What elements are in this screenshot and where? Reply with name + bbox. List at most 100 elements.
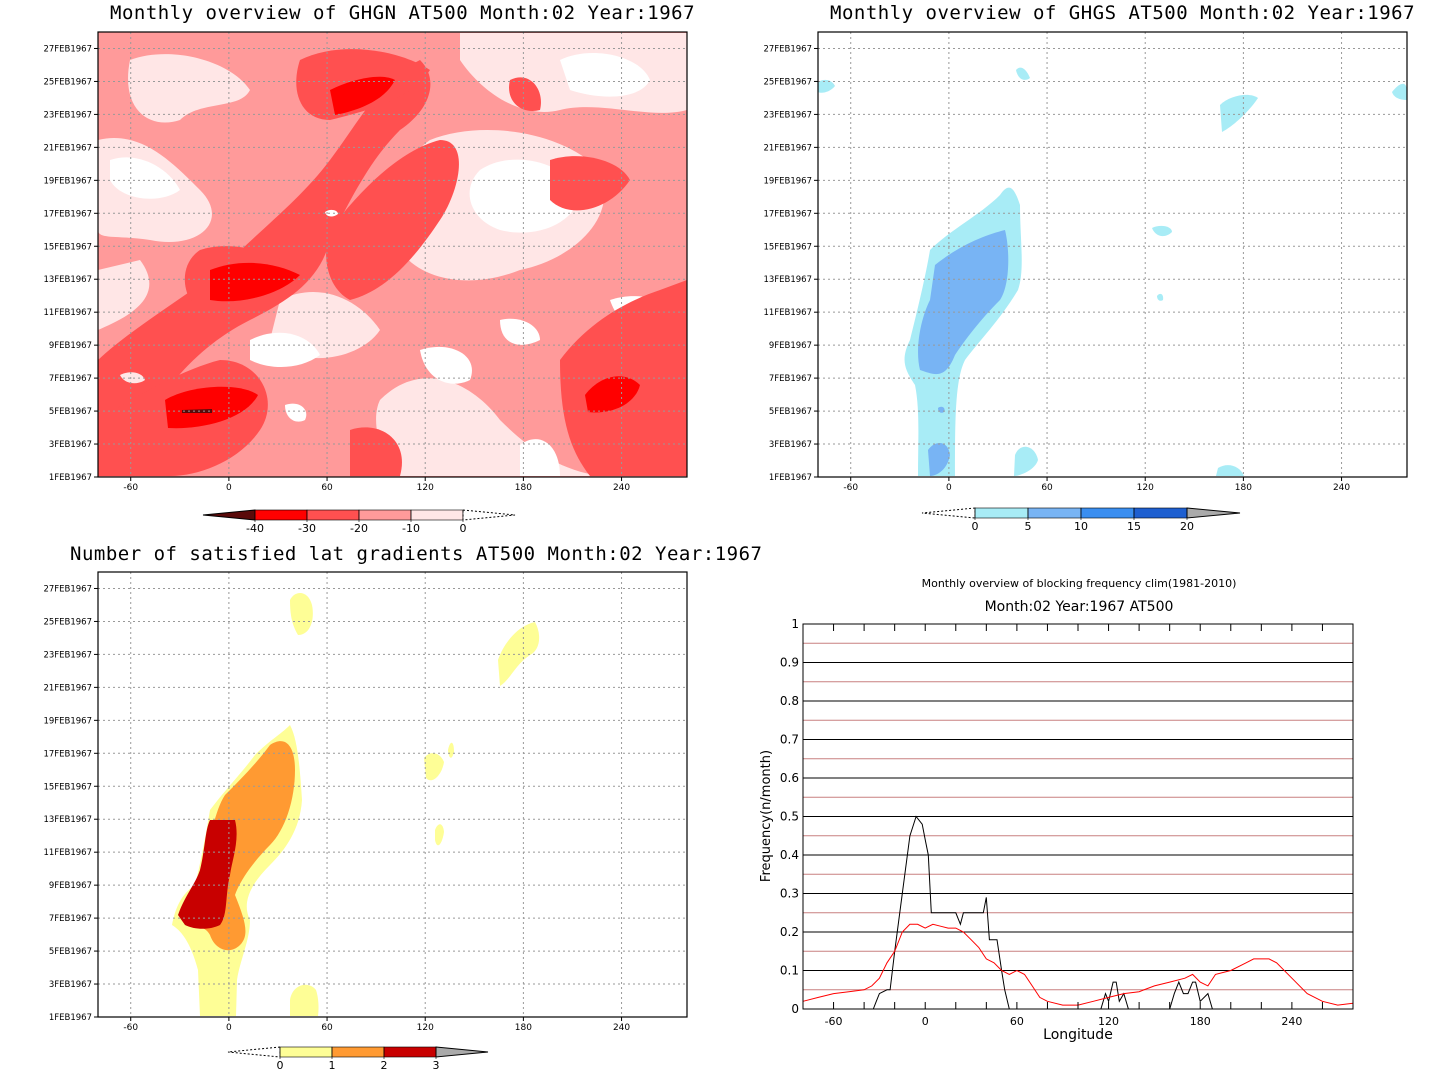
ghgn-yticks: 1FEB1967 3FEB1967 5FEB1967 7FEB1967 9FEB1967… bbox=[43, 44, 98, 483]
freq-series-line-red bbox=[802, 923, 1354, 1006]
ghgs-ytick-label: 21FEB1967 bbox=[763, 143, 812, 153]
freq-xtick-label: 120 bbox=[1098, 1015, 1119, 1028]
ghgs-title: Monthly overview of GHGS AT500 Month:02 … bbox=[830, 2, 1416, 24]
ghgn-ytick-label: 9FEB1967 bbox=[49, 341, 92, 351]
grad-ytick-label: 17FEB1967 bbox=[43, 749, 92, 759]
grad-xtick-label: 60 bbox=[321, 1023, 333, 1033]
panel-ghgn: Monthly overview of GHGN AT500 Month:02 … bbox=[0, 0, 720, 545]
ghgn-grid bbox=[98, 32, 687, 477]
grad-ytick-label: 25FEB1967 bbox=[43, 617, 92, 627]
ghgs-colorbar-label: 5 bbox=[1025, 520, 1032, 533]
freq-series-line-black bbox=[803, 815, 1353, 1010]
grad-field bbox=[98, 572, 687, 1017]
grad-ytick-label: 23FEB1967 bbox=[43, 650, 92, 660]
grad-ytick-label: 7FEB1967 bbox=[49, 914, 92, 924]
ghgs-colorbar-box bbox=[1133, 507, 1188, 519]
ghgs-yticks: 1FEB1967 3FEB1967 5FEB1967 7FEB1967 9FEB1967… bbox=[763, 44, 818, 483]
ghgs-ytick-label: 5FEB1967 bbox=[769, 407, 812, 417]
ghgs-colorbar-label: 15 bbox=[1127, 520, 1141, 533]
panel-ghgs: Monthly overview of GHGS AT500 Month:02 … bbox=[720, 0, 1440, 545]
ghgn-colorbar-box bbox=[410, 509, 464, 521]
grad-yticks: 1FEB1967 3FEB1967 5FEB1967 7FEB1967 9FEB1967… bbox=[43, 584, 98, 1023]
grad-frame bbox=[97, 571, 688, 1018]
freq-ytick-label: 0.7 bbox=[780, 733, 799, 747]
ghgs-xtick-label: 240 bbox=[1333, 483, 1350, 493]
freq-xticks: -60 0 60 120 180 240 bbox=[802, 624, 1354, 1028]
ghgs-colorbar-box bbox=[1027, 507, 1082, 519]
ghgs-field bbox=[818, 32, 1407, 477]
ghgn-colorbar-end-left bbox=[202, 509, 256, 521]
freq-xtick-label: 0 bbox=[922, 1015, 929, 1028]
ghgs-xtick-label: 180 bbox=[1235, 483, 1252, 493]
ghgn-colorbar-label: -30 bbox=[298, 522, 316, 535]
ghgs-colorbar-label: 10 bbox=[1074, 520, 1088, 533]
ghgn-colorbar: -40 -30 -20 -10 0 bbox=[202, 509, 516, 535]
ghgn-field bbox=[98, 32, 687, 477]
grad-colorbar-label: 3 bbox=[433, 1059, 440, 1072]
ghgs-colorbar: 0 5 10 15 20 bbox=[921, 507, 1241, 533]
ghgn-colorbar-label: -40 bbox=[246, 522, 264, 535]
ghgn-colorbar-label: -20 bbox=[350, 522, 368, 535]
ghgs-grid bbox=[818, 32, 1407, 477]
grad-ytick-label: 9FEB1967 bbox=[49, 881, 92, 891]
ghgn-xticks: -60 0 60 120 180 240 bbox=[123, 477, 630, 493]
ghgs-ytick-label: 17FEB1967 bbox=[763, 209, 812, 219]
grad-xtick-label: 180 bbox=[515, 1023, 532, 1033]
grad-xtick-label: 120 bbox=[417, 1023, 434, 1033]
ghgn-xtick-label: 0 bbox=[226, 483, 232, 493]
ghgn-colorbar-label: 0 bbox=[460, 522, 467, 535]
ghgs-colorbar-label: 20 bbox=[1180, 520, 1194, 533]
grad-colorbar-end-right bbox=[435, 1046, 489, 1058]
panel-freq: Monthly overview of blocking frequency c… bbox=[720, 545, 1440, 1091]
grad-colorbar-label: 2 bbox=[381, 1059, 388, 1072]
panel-grad: Number of satisfied lat gradients AT500 … bbox=[0, 540, 762, 1091]
ghgn-colorbar-end-right bbox=[462, 509, 516, 521]
grad-xtick-label: -60 bbox=[123, 1023, 138, 1033]
ghgn-plot: 1FEB1967 3FEB1967 5FEB1967 7FEB1967 9FEB1967… bbox=[43, 31, 688, 535]
freq-ytick-label: 1 bbox=[791, 617, 799, 631]
ghgs-ytick-label: 15FEB1967 bbox=[763, 242, 812, 252]
freq-title: Monthly overview of blocking frequency c… bbox=[922, 577, 1237, 590]
ghgn-xtick-label: -60 bbox=[123, 483, 138, 493]
ghgn-ytick-label: 11FEB1967 bbox=[43, 308, 92, 318]
ghgs-colorbar-box bbox=[974, 507, 1029, 519]
freq-ytick-label: 0.4 bbox=[780, 848, 799, 862]
grad-title: Number of satisfied lat gradients AT500 … bbox=[70, 543, 763, 565]
freq-ytick-label: 0.3 bbox=[780, 887, 799, 901]
freq-ytick-label: 0.6 bbox=[780, 771, 799, 785]
grad-ytick-label: 15FEB1967 bbox=[43, 782, 92, 792]
ghgs-ytick-label: 1FEB1967 bbox=[769, 473, 812, 483]
grad-ytick-label: 13FEB1967 bbox=[43, 815, 92, 825]
ghgn-ytick-label: 27FEB1967 bbox=[43, 44, 92, 54]
ghgs-xtick-label: -60 bbox=[843, 483, 858, 493]
ghgs-ytick-label: 25FEB1967 bbox=[763, 77, 812, 87]
ghgn-ytick-label: 23FEB1967 bbox=[43, 110, 92, 120]
ghgn-ytick-label: 1FEB1967 bbox=[49, 473, 92, 483]
ghgn-ytick-label: 21FEB1967 bbox=[43, 143, 92, 153]
ghgn-ytick-label: 5FEB1967 bbox=[49, 407, 92, 417]
ghgn-frame bbox=[97, 31, 688, 478]
ghgs-xticks: -60 0 60 120 180 240 bbox=[843, 477, 1350, 493]
ghgn-ytick-label: 13FEB1967 bbox=[43, 275, 92, 285]
grad-ytick-label: 11FEB1967 bbox=[43, 848, 92, 858]
ghgs-plot: 1FEB1967 3FEB1967 5FEB1967 7FEB1967 9FEB1967… bbox=[763, 31, 1408, 533]
ghgn-xtick-label: 180 bbox=[515, 483, 532, 493]
ghgn-colorbar-box bbox=[306, 509, 360, 521]
ghgs-frame bbox=[817, 31, 1408, 478]
grad-ytick-label: 19FEB1967 bbox=[43, 716, 92, 726]
ghgs-ytick-label: 13FEB1967 bbox=[763, 275, 812, 285]
ghgn-ytick-label: 7FEB1967 bbox=[49, 374, 92, 384]
ghgs-ytick-label: 11FEB1967 bbox=[763, 308, 812, 318]
ghgs-ytick-label: 9FEB1967 bbox=[769, 341, 812, 351]
ghgn-xtick-label: 240 bbox=[613, 483, 630, 493]
grad-xtick-label: 240 bbox=[613, 1023, 630, 1033]
ghgs-ytick-label: 27FEB1967 bbox=[763, 44, 812, 54]
freq-ytick-label: 0.1 bbox=[780, 964, 799, 978]
grad-colorbar-label: 1 bbox=[329, 1059, 336, 1072]
ghgs-colorbar-box bbox=[1080, 507, 1135, 519]
ghgs-xtick-label: 60 bbox=[1041, 483, 1053, 493]
ghgs-ytick-label: 23FEB1967 bbox=[763, 110, 812, 120]
ghgs-colorbar-end-left bbox=[921, 507, 976, 519]
ghgn-ytick-label: 25FEB1967 bbox=[43, 77, 92, 87]
grad-colorbar: 0 1 2 3 bbox=[227, 1046, 489, 1072]
